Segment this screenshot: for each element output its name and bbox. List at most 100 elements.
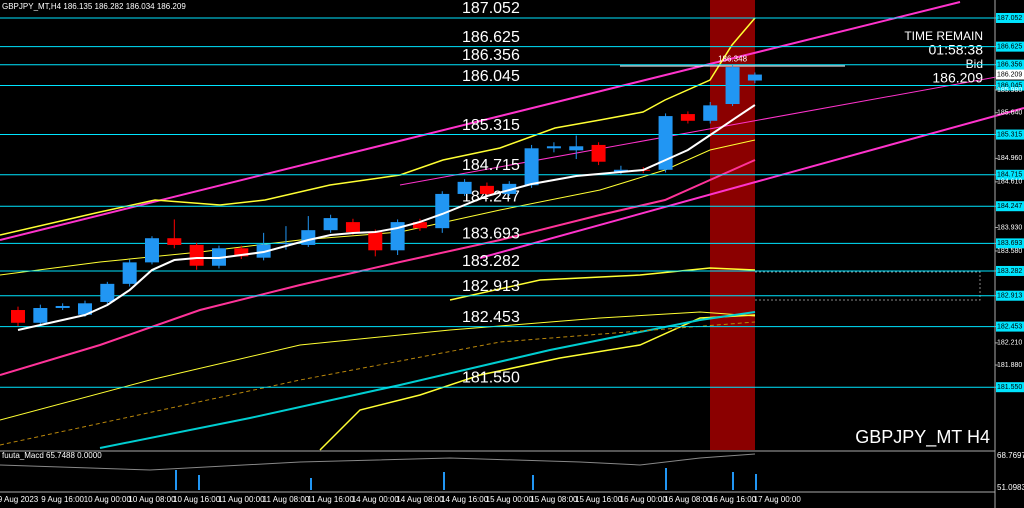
level-label: 183.693 — [462, 226, 520, 243]
level-tag — [996, 169, 1024, 180]
level-label: 186.045 — [462, 68, 520, 85]
candle-body — [144, 238, 159, 263]
y-tick-label: 183.282 — [997, 268, 1022, 275]
x-tick-label: 10 Aug 16:00 — [173, 495, 221, 504]
y-tick-label: 186.045 — [997, 82, 1022, 89]
candle-body — [256, 244, 271, 258]
candle-body — [301, 230, 316, 245]
y-tick-label: 183.693 — [997, 240, 1022, 247]
y-tick-label: 183.930 — [997, 224, 1022, 231]
x-tick-label: 9 Aug 2023 — [0, 495, 39, 504]
y-tick-label: 186.356 — [997, 62, 1022, 69]
level-label: 187.052 — [462, 0, 520, 17]
candle-body — [680, 114, 695, 121]
x-tick-label: 9 Aug 16:00 — [41, 495, 84, 504]
macd-label: fuuta_Macd 65.7488 0.0000 — [2, 451, 102, 460]
time-remain-label: TIME REMAIN — [904, 29, 983, 43]
level-label: 182.913 — [462, 278, 520, 295]
candle-body — [725, 67, 740, 105]
candle-body — [368, 232, 383, 251]
y-tick-label: 183.580 — [997, 248, 1022, 255]
candle-body — [167, 238, 182, 245]
candle-body — [703, 105, 718, 121]
candle-body — [747, 74, 762, 81]
y-tick-label: 181.550 — [997, 384, 1022, 391]
candle-body — [435, 193, 450, 229]
x-tick-label: 15 Aug 00:00 — [486, 495, 534, 504]
y-tick-label: 186.625 — [997, 43, 1022, 50]
x-tick-label: 16 Aug 16:00 — [709, 495, 757, 504]
watermark: GBPJPY_MT H4 — [855, 427, 990, 448]
x-tick-label: 17 Aug 00:00 — [754, 495, 802, 504]
level-label: 185.315 — [462, 117, 520, 134]
level-label: 186.625 — [462, 29, 520, 46]
candle-body — [122, 262, 137, 284]
x-tick-label: 10 Aug 00:00 — [84, 495, 132, 504]
level-tag — [996, 321, 1024, 332]
level-label: 182.453 — [462, 309, 520, 326]
cloud — [755, 271, 981, 301]
candle-body — [55, 305, 70, 309]
level-tag — [996, 80, 1024, 91]
y-tick-label: 185.980 — [997, 87, 1022, 94]
candle-body — [77, 303, 92, 315]
price-tag — [996, 69, 1024, 80]
x-tick-label: 16 Aug 08:00 — [664, 495, 712, 504]
macd-scale-top: 68.7697 — [997, 451, 1024, 460]
y-tick-label: 185.640 — [997, 110, 1022, 117]
level-tag — [996, 41, 1024, 52]
level-label: 186.356 — [462, 47, 520, 64]
candle-body — [234, 248, 249, 257]
candle-body — [658, 116, 673, 170]
y-tick-label: 182.210 — [997, 340, 1022, 347]
moving-average — [0, 321, 756, 446]
ma-line — [17, 104, 756, 331]
candle-body — [11, 310, 25, 323]
bid-label: Bid — [966, 57, 983, 71]
level-tag — [996, 290, 1024, 301]
macd-signal — [0, 453, 756, 471]
candle-body — [524, 148, 539, 186]
moving-average — [0, 159, 756, 376]
level-tag — [996, 265, 1024, 276]
x-tick-label: 11 Aug 16:00 — [307, 495, 354, 504]
y-tick-label: 184.960 — [997, 155, 1022, 162]
candle-body — [278, 242, 293, 244]
candle-body — [591, 144, 606, 162]
x-tick-label: 14 Aug 00:00 — [352, 495, 400, 504]
y-tick-label: 184.715 — [997, 172, 1022, 179]
level-tag — [996, 129, 1024, 140]
x-tick-label: 16 Aug 00:00 — [620, 495, 668, 504]
x-tick-label: 14 Aug 08:00 — [396, 495, 444, 504]
level-tag — [996, 238, 1024, 249]
y-tick-label: 184.247 — [997, 203, 1022, 210]
high-marker: 186.348 — [718, 54, 747, 63]
x-tick-label: 15 Aug 08:00 — [530, 495, 578, 504]
trend-line — [399, 71, 1024, 186]
y-tick-label: 182.453 — [997, 323, 1022, 330]
y-tick-label: 187.052 — [997, 15, 1022, 22]
x-tick-label: 14 Aug 16:00 — [441, 495, 489, 504]
y-tick-label: 184.610 — [997, 179, 1022, 186]
x-tick-label: 10 Aug 08:00 — [128, 495, 176, 504]
candle-body — [189, 244, 204, 266]
y-tick-label: 182.913 — [997, 293, 1022, 300]
trend-line — [479, 107, 1024, 259]
level-tag — [996, 59, 1024, 70]
candle-body — [569, 146, 584, 151]
candle-body — [100, 283, 115, 302]
candle-body — [613, 169, 628, 172]
level-tag — [996, 201, 1024, 212]
x-tick-label: 15 Aug 16:00 — [575, 495, 623, 504]
candle-body — [457, 181, 472, 194]
bid-value: 186.209 — [932, 70, 983, 86]
band — [449, 267, 756, 301]
x-tick-label: 11 Aug 08:00 — [263, 495, 310, 504]
candle-body — [33, 308, 48, 323]
candle-body — [546, 146, 561, 149]
x-tick-label: 11 Aug 00:00 — [218, 495, 265, 504]
candle-body — [323, 218, 338, 231]
level-label: 183.282 — [462, 253, 520, 270]
